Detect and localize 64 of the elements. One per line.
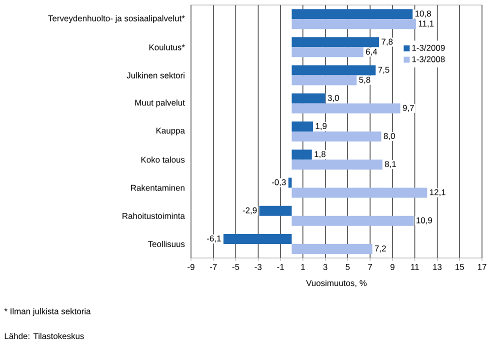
x-tick-label: 5 xyxy=(346,264,350,270)
text: Lähde: Tilastokeskus xyxy=(4,332,84,340)
bar xyxy=(292,93,326,104)
y-tick-label: Muut palvelut xyxy=(135,99,185,108)
y-tick-label: Koko talous xyxy=(141,156,185,163)
data-label: -2,9 xyxy=(242,207,257,214)
x-tick-label: -3 xyxy=(254,264,262,270)
bar xyxy=(259,206,292,216)
x-tick-label: -9 xyxy=(188,264,194,270)
y-tick-label: Rakentaminen xyxy=(131,184,184,191)
y-tick-label: Terveydenhuolto- ja sosiaalipalvelut* xyxy=(48,15,185,24)
bar xyxy=(292,132,382,142)
bar xyxy=(292,188,428,198)
data-label: 1,9 xyxy=(316,123,327,130)
data-label: 8,1 xyxy=(384,161,396,168)
x-axis-title: Vuosimuutos, % xyxy=(306,280,367,288)
bar xyxy=(292,160,382,170)
bar xyxy=(288,178,292,188)
data-label: 7,2 xyxy=(374,245,386,252)
y-tick-label: Kauppa xyxy=(156,128,185,136)
data-label: 11,1 xyxy=(418,20,434,28)
data-label: 9,7 xyxy=(402,104,414,112)
bar xyxy=(292,9,413,20)
bar xyxy=(292,122,313,132)
x-tick-label: 13 xyxy=(433,264,442,270)
bar xyxy=(292,47,364,58)
x-tick-label: -1 xyxy=(277,264,284,270)
bar xyxy=(292,19,416,30)
text: * Ilman julkista sektoria xyxy=(4,308,91,316)
y-tick-label: Rahoitustoiminta xyxy=(122,212,185,219)
data-label: 7,5 xyxy=(378,66,390,74)
x-tick-label: 3 xyxy=(323,264,328,270)
y-tick-label: Julkinen sektori xyxy=(126,72,184,78)
legend-label: 1-3/2009 xyxy=(412,44,445,51)
bar xyxy=(292,103,400,114)
data-label: 10,9 xyxy=(416,217,432,224)
x-tick-label: 11 xyxy=(411,264,419,270)
y-tick-label: Teollisuus xyxy=(148,240,185,248)
bar xyxy=(292,216,414,226)
bar xyxy=(223,234,292,244)
bar xyxy=(292,37,380,48)
y-tick-label: Koulutus* xyxy=(149,44,185,50)
data-label: 5,8 xyxy=(359,76,370,84)
data-label: 8,0 xyxy=(384,133,395,140)
x-tick-label: 9 xyxy=(390,264,394,270)
x-tick-label: 15 xyxy=(456,264,464,270)
x-tick-label: 7 xyxy=(368,264,372,270)
x-tick-label: 17 xyxy=(478,264,486,270)
bar xyxy=(292,244,372,254)
x-tick-label: -5 xyxy=(232,264,240,270)
bar xyxy=(292,150,312,160)
bar xyxy=(292,65,376,76)
bar xyxy=(292,75,357,86)
x-tick-label: 1 xyxy=(301,264,305,270)
data-label: 10,8 xyxy=(415,10,431,18)
data-label: 1,8 xyxy=(314,151,326,158)
data-label: -0,3 xyxy=(272,179,286,186)
legend-label: 1-3/2008 xyxy=(412,56,445,62)
data-label: 3,0 xyxy=(328,94,339,102)
x-tick-label: -7 xyxy=(210,264,217,270)
data-label: 12,1 xyxy=(430,189,446,196)
data-label: -6,1 xyxy=(207,235,221,242)
data-label: 6,4 xyxy=(366,48,378,56)
data-label: 7,8 xyxy=(382,38,393,46)
